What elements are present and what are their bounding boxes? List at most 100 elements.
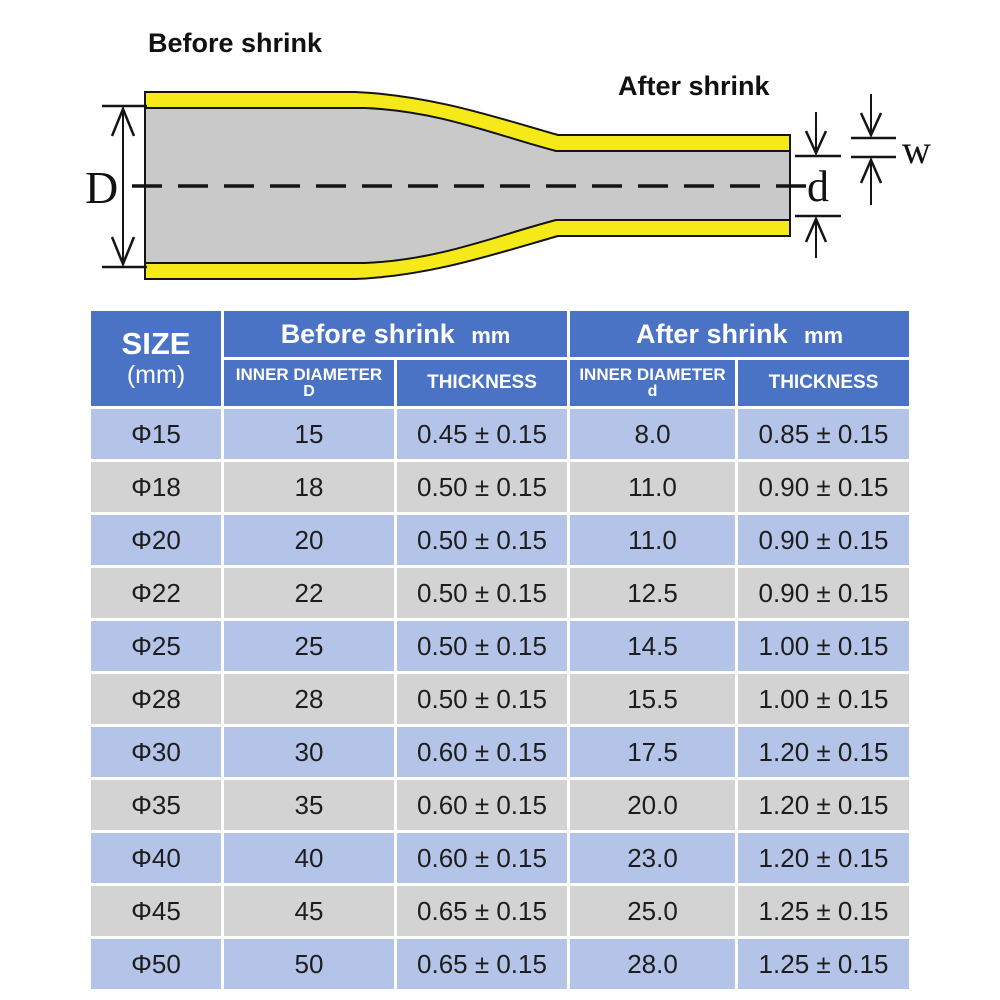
before-group-label: Before shrink bbox=[280, 318, 455, 349]
thick-after-cell: 0.90 ± 0.15 bbox=[738, 515, 910, 565]
size-header-label: SIZE bbox=[121, 326, 191, 362]
after-shrink-title: After shrink bbox=[618, 71, 771, 101]
thick-before-cell: 0.60 ± 0.15 bbox=[397, 780, 568, 830]
inner-before-cell: 20 bbox=[224, 515, 394, 565]
before-shrink-group-header: Before shrink mm bbox=[224, 311, 568, 357]
inner-after-cell: 17.5 bbox=[570, 727, 736, 777]
thick-before-cell: 0.45 ± 0.15 bbox=[397, 409, 568, 459]
inner-after-cell: 25.0 bbox=[570, 886, 736, 936]
inner-diameter-after-symbol: d bbox=[647, 383, 658, 401]
heat-shrink-tube-diagram: D d w Before shrink After shrink bbox=[0, 0, 1000, 305]
thickness-after-header: THICKNESS bbox=[738, 360, 910, 406]
dim-w-arrowhead-down-icon bbox=[859, 112, 883, 139]
after-group-label: After shrink bbox=[635, 318, 788, 349]
shrink-spec-table: SIZE (mm) Before shrink mm After shrink … bbox=[88, 308, 913, 992]
dim-d-arrowhead-up-icon bbox=[804, 215, 828, 243]
thick-before-cell: 0.50 ± 0.15 bbox=[397, 621, 568, 671]
table-row: Φ35 35 0.60 ± 0.15 20.0 1.20 ± 0.15 bbox=[91, 780, 910, 830]
sub-header-row: INNER DIAMETER D THICKNESS INNER DIAMETE… bbox=[91, 360, 910, 406]
spec-table-header: SIZE (mm) Before shrink mm After shrink … bbox=[91, 311, 910, 406]
table-row: Φ30 30 0.60 ± 0.15 17.5 1.20 ± 0.15 bbox=[91, 727, 910, 777]
inner-after-cell: 12.5 bbox=[570, 568, 736, 618]
thick-before-cell: 0.50 ± 0.15 bbox=[397, 462, 568, 512]
size-cell: Φ25 bbox=[91, 621, 221, 671]
inner-diameter-before-symbol: D bbox=[303, 383, 315, 401]
group-header-row: SIZE (mm) Before shrink mm After shrink … bbox=[91, 311, 910, 406]
thick-before-cell: 0.60 ± 0.15 bbox=[397, 727, 568, 777]
after-shrink-group-header: After shrink mm bbox=[570, 311, 910, 357]
size-column-header: SIZE (mm) bbox=[91, 311, 221, 406]
table-row: Φ15 15 0.45 ± 0.15 8.0 0.85 ± 0.15 bbox=[91, 409, 910, 459]
table-row: Φ22 22 0.50 ± 0.15 12.5 0.90 ± 0.15 bbox=[91, 568, 910, 618]
dim-D-label: D bbox=[85, 162, 118, 213]
size-cell: Φ18 bbox=[91, 462, 221, 512]
table-row: Φ45 45 0.65 ± 0.15 25.0 1.25 ± 0.15 bbox=[91, 886, 910, 936]
before-group-unit: mm bbox=[471, 322, 511, 348]
size-cell: Φ30 bbox=[91, 727, 221, 777]
dim-w-arrowhead-up-icon bbox=[859, 156, 883, 184]
thick-before-cell: 0.65 ± 0.15 bbox=[397, 939, 568, 989]
size-cell: Φ45 bbox=[91, 886, 221, 936]
thick-after-cell: 0.90 ± 0.15 bbox=[738, 568, 910, 618]
inner-after-cell: 11.0 bbox=[570, 515, 736, 565]
thick-after-cell: 1.20 ± 0.15 bbox=[738, 833, 910, 883]
inner-before-cell: 30 bbox=[224, 727, 394, 777]
inner-after-cell: 11.0 bbox=[570, 462, 736, 512]
table-row: Φ25 25 0.50 ± 0.15 14.5 1.00 ± 0.15 bbox=[91, 621, 910, 671]
inner-before-cell: 35 bbox=[224, 780, 394, 830]
dim-D-arrowhead-up-icon bbox=[110, 105, 136, 137]
dim-w-label: w bbox=[902, 127, 931, 172]
dim-d-arrowhead-down-icon bbox=[804, 130, 828, 157]
inner-after-cell: 8.0 bbox=[570, 409, 736, 459]
thickness-before-header: THICKNESS bbox=[397, 360, 568, 406]
inner-before-cell: 40 bbox=[224, 833, 394, 883]
thick-after-cell: 1.25 ± 0.15 bbox=[738, 939, 910, 989]
inner-diameter-before-label: INNER DIAMETER bbox=[235, 364, 383, 384]
inner-before-cell: 15 bbox=[224, 409, 394, 459]
dim-D-arrowhead-down-icon bbox=[110, 236, 136, 268]
size-cell: Φ50 bbox=[91, 939, 221, 989]
size-cell: Φ40 bbox=[91, 833, 221, 883]
size-header-unit: (mm) bbox=[126, 361, 186, 390]
size-cell: Φ28 bbox=[91, 674, 221, 724]
thick-after-cell: 1.20 ± 0.15 bbox=[738, 780, 910, 830]
before-shrink-title: Before shrink bbox=[148, 28, 323, 58]
thick-after-cell: 0.90 ± 0.15 bbox=[738, 462, 910, 512]
size-cell: Φ20 bbox=[91, 515, 221, 565]
inner-after-cell: 28.0 bbox=[570, 939, 736, 989]
inner-after-cell: 14.5 bbox=[570, 621, 736, 671]
thick-after-cell: 1.00 ± 0.15 bbox=[738, 621, 910, 671]
size-cell: Φ22 bbox=[91, 568, 221, 618]
inner-before-cell: 18 bbox=[224, 462, 394, 512]
thick-before-cell: 0.60 ± 0.15 bbox=[397, 833, 568, 883]
dim-d-label: d bbox=[807, 162, 829, 211]
spec-table-body: Φ15 15 0.45 ± 0.15 8.0 0.85 ± 0.15 Φ18 1… bbox=[91, 409, 910, 989]
inner-diameter-after-label: INNER DIAMETER bbox=[579, 364, 726, 384]
thick-after-cell: 1.00 ± 0.15 bbox=[738, 674, 910, 724]
inner-after-cell: 15.5 bbox=[570, 674, 736, 724]
table-row: Φ20 20 0.50 ± 0.15 11.0 0.90 ± 0.15 bbox=[91, 515, 910, 565]
table-row: Φ50 50 0.65 ± 0.15 28.0 1.25 ± 0.15 bbox=[91, 939, 910, 989]
thick-after-cell: 0.85 ± 0.15 bbox=[738, 409, 910, 459]
after-group-unit: mm bbox=[803, 322, 844, 348]
inner-before-cell: 50 bbox=[224, 939, 394, 989]
table-row: Φ40 40 0.60 ± 0.15 23.0 1.20 ± 0.15 bbox=[91, 833, 910, 883]
inner-after-cell: 20.0 bbox=[570, 780, 736, 830]
inner-diameter-before-header: INNER DIAMETER D bbox=[224, 360, 394, 406]
table-row: Φ18 18 0.50 ± 0.15 11.0 0.90 ± 0.15 bbox=[91, 462, 910, 512]
inner-before-cell: 45 bbox=[224, 886, 394, 936]
size-cell: Φ15 bbox=[91, 409, 221, 459]
thick-before-cell: 0.50 ± 0.15 bbox=[397, 674, 568, 724]
size-cell: Φ35 bbox=[91, 780, 221, 830]
inner-before-cell: 28 bbox=[224, 674, 394, 724]
inner-before-cell: 25 bbox=[224, 621, 394, 671]
inner-after-cell: 23.0 bbox=[570, 833, 736, 883]
table-row: Φ28 28 0.50 ± 0.15 15.5 1.00 ± 0.15 bbox=[91, 674, 910, 724]
thick-after-cell: 1.20 ± 0.15 bbox=[738, 727, 910, 777]
tube-drawing: D d w Before shrink After shrink bbox=[85, 28, 931, 280]
thick-after-cell: 1.25 ± 0.15 bbox=[738, 886, 910, 936]
inner-diameter-after-header: INNER DIAMETER d bbox=[570, 360, 736, 406]
thick-before-cell: 0.65 ± 0.15 bbox=[397, 886, 568, 936]
inner-before-cell: 22 bbox=[224, 568, 394, 618]
thick-before-cell: 0.50 ± 0.15 bbox=[397, 568, 568, 618]
